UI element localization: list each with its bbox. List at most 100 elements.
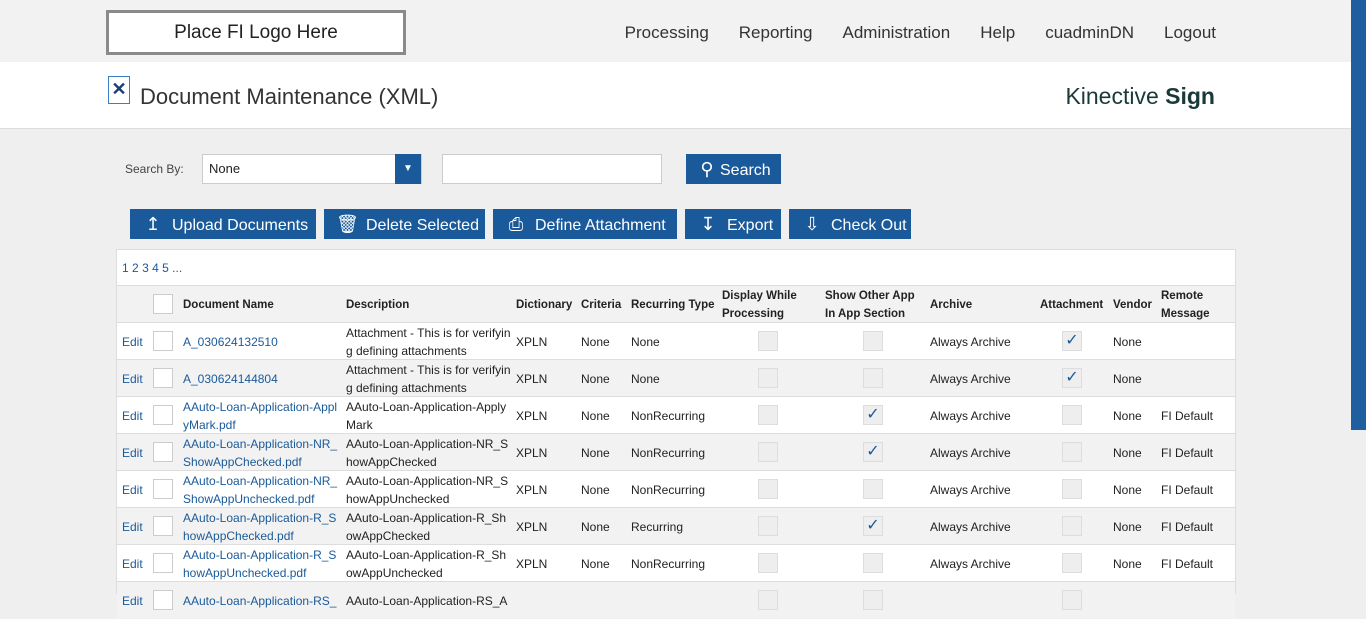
table-row: Edit AAuto-Loan-Application-NR_ShowAppUn…	[117, 470, 1235, 507]
col-show-other-app[interactable]: Show Other App In App Section	[825, 289, 915, 320]
document-name-link[interactable]: AAuto-Loan-Application-RS_	[183, 593, 337, 608]
row-select-checkbox[interactable]	[153, 590, 173, 610]
export-button[interactable]: ↧ Export	[685, 209, 781, 239]
nav-user[interactable]: cuadminDN	[1045, 23, 1134, 42]
define-attachment-button[interactable]: ⎙ Define Attachment	[493, 209, 677, 239]
page-header: ✕ Document Maintenance (XML) Kinective S…	[0, 62, 1351, 129]
col-dictionary[interactable]: Dictionary	[516, 298, 573, 311]
show-other-app-checkbox	[863, 479, 883, 499]
nav-logout[interactable]: Logout	[1164, 23, 1216, 42]
attachment-checkbox	[1062, 442, 1082, 462]
attachment-checkbox	[1062, 516, 1082, 536]
scrollbar[interactable]	[1351, 0, 1366, 430]
row-select-checkbox[interactable]	[153, 479, 173, 499]
archive: Always Archive	[930, 556, 1011, 571]
table-row: Edit AAuto-Loan-Application-R_ShowAppChe…	[117, 507, 1235, 544]
archive: Always Archive	[930, 371, 1011, 386]
page-4[interactable]: 4	[152, 261, 159, 275]
recurring-type: NonRecurring	[631, 556, 706, 571]
edit-link[interactable]: Edit	[122, 593, 143, 608]
col-attachment[interactable]: Attachment	[1040, 298, 1104, 311]
attachment-checkbox	[1062, 405, 1082, 425]
row-select-checkbox[interactable]	[153, 405, 173, 425]
row-select-checkbox[interactable]	[153, 442, 173, 462]
file-download-icon: ⇩	[804, 214, 820, 234]
description: AAuto-Loan-Application-RS_A	[346, 593, 508, 608]
description: AAuto-Loan-Application-R_ShowAppChecked	[346, 510, 507, 543]
col-document-name[interactable]: Document Name	[183, 298, 274, 311]
display-while-processing-checkbox	[758, 516, 778, 536]
edit-link[interactable]: Edit	[122, 445, 143, 460]
remote-message: FI Default	[1161, 408, 1214, 423]
chevron-down-icon[interactable]: ▼	[395, 154, 421, 184]
page-title: Document Maintenance (XML)	[140, 84, 439, 109]
show-other-app-checkbox	[863, 553, 883, 573]
edit-link[interactable]: Edit	[122, 334, 143, 349]
nav-processing[interactable]: Processing	[624, 23, 709, 42]
page-2[interactable]: 2	[132, 261, 139, 275]
dictionary: XPLN	[516, 334, 548, 349]
document-name-link[interactable]: AAuto-Loan-Application-R_ShowAppChecked.…	[183, 510, 337, 543]
delete-selected-button[interactable]: 🗑 Delete Selected	[324, 209, 485, 239]
description: AAuto-Loan-Application-ApplyMark	[346, 399, 507, 432]
col-display-while-processing[interactable]: Display While Processing	[722, 289, 797, 320]
archive: Always Archive	[930, 408, 1011, 423]
check-out-button[interactable]: ⇩ Check Out	[789, 209, 911, 239]
search-button[interactable]: ⚲ Search	[686, 154, 781, 184]
page-3[interactable]: 3	[142, 261, 149, 275]
recurring-type: NonRecurring	[631, 445, 706, 460]
document-name-link[interactable]: AAuto-Loan-Application-R_ShowAppUnchecke…	[183, 547, 337, 580]
col-recurring-type[interactable]: Recurring Type	[631, 298, 715, 311]
edit-link[interactable]: Edit	[122, 482, 143, 497]
search-input[interactable]	[442, 154, 662, 184]
row-select-checkbox[interactable]	[153, 368, 173, 388]
col-criteria[interactable]: Criteria	[581, 298, 622, 311]
archive: Always Archive	[930, 445, 1011, 460]
display-while-processing-checkbox	[758, 368, 778, 388]
row-select-checkbox[interactable]	[153, 331, 173, 351]
recurring-type: None	[631, 371, 660, 386]
search-by-select[interactable]: None ▼	[202, 154, 422, 184]
row-select-checkbox[interactable]	[153, 553, 173, 573]
table-row: Edit A_030624132510 Attachment - This is…	[117, 322, 1235, 359]
upload-documents-button[interactable]: ↥ Upload Documents	[130, 209, 316, 239]
edit-link[interactable]: Edit	[122, 556, 143, 571]
col-vendor[interactable]: Vendor	[1113, 298, 1152, 311]
remote-message: FI Default	[1161, 556, 1214, 571]
document-name-link[interactable]: A_030624132510	[183, 334, 278, 349]
row-select-checkbox[interactable]	[153, 516, 173, 536]
page-5[interactable]: 5	[162, 261, 169, 275]
download-icon: ↧	[700, 214, 716, 234]
display-while-processing-checkbox	[758, 331, 778, 351]
table-row: Edit AAuto-Loan-Application-NR_ShowAppCh…	[117, 433, 1235, 470]
document-name-link[interactable]: AAuto-Loan-Application-NR_ShowAppUncheck…	[183, 473, 338, 506]
page-1[interactable]: 1	[122, 261, 129, 275]
document-name-link[interactable]: AAuto-Loan-Application-ApplyMark.pdf	[183, 399, 338, 432]
col-description[interactable]: Description	[346, 298, 410, 311]
col-remote-message[interactable]: Remote Message	[1161, 289, 1210, 320]
remote-message: FI Default	[1161, 519, 1214, 534]
dictionary: XPLN	[516, 445, 548, 460]
document-name-link[interactable]: AAuto-Loan-Application-NR_ShowAppChecked…	[183, 436, 338, 469]
vendor: None	[1113, 482, 1142, 497]
edit-link[interactable]: Edit	[122, 371, 143, 386]
page-more[interactable]: ...	[172, 261, 183, 275]
show-other-app-checkbox	[863, 368, 883, 388]
documents-table: 1 2 3 4 5 ... Document Name Description …	[116, 249, 1236, 618]
vendor: None	[1113, 556, 1142, 571]
edit-link[interactable]: Edit	[122, 408, 143, 423]
vendor: None	[1113, 445, 1142, 460]
document-name-link[interactable]: A_030624144804	[183, 371, 278, 386]
table-row: Edit AAuto-Loan-Application-R_ShowAppUnc…	[117, 544, 1235, 581]
remote-message: FI Default	[1161, 482, 1214, 497]
edit-link[interactable]: Edit	[122, 519, 143, 534]
top-bar: Place FI Logo Here Processing Reporting …	[0, 0, 1351, 62]
select-all-checkbox[interactable]	[153, 294, 173, 314]
col-archive[interactable]: Archive	[930, 298, 973, 311]
recurring-type: NonRecurring	[631, 408, 706, 423]
nav-reporting[interactable]: Reporting	[738, 23, 813, 42]
criteria: None	[581, 482, 610, 497]
nav-administration[interactable]: Administration	[842, 23, 951, 42]
nav-help[interactable]: Help	[980, 23, 1016, 42]
display-while-processing-checkbox	[758, 590, 778, 610]
